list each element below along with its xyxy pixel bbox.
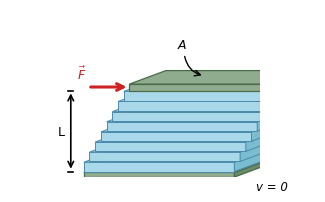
Polygon shape bbox=[274, 78, 311, 101]
Polygon shape bbox=[269, 88, 305, 111]
Polygon shape bbox=[246, 129, 282, 152]
Polygon shape bbox=[263, 99, 299, 121]
Polygon shape bbox=[129, 71, 317, 85]
Polygon shape bbox=[118, 102, 269, 111]
Polygon shape bbox=[101, 119, 288, 132]
Text: $\vec{F}$: $\vec{F}$ bbox=[77, 65, 86, 82]
Polygon shape bbox=[234, 159, 271, 177]
Polygon shape bbox=[234, 149, 271, 172]
Polygon shape bbox=[124, 78, 311, 92]
Polygon shape bbox=[124, 92, 274, 101]
Polygon shape bbox=[95, 142, 246, 152]
Polygon shape bbox=[257, 109, 293, 132]
Polygon shape bbox=[84, 162, 234, 172]
Polygon shape bbox=[95, 129, 282, 142]
Polygon shape bbox=[240, 139, 277, 162]
Text: L: L bbox=[58, 125, 65, 138]
Polygon shape bbox=[84, 149, 271, 162]
Polygon shape bbox=[252, 119, 288, 142]
Polygon shape bbox=[129, 85, 280, 91]
Polygon shape bbox=[84, 173, 234, 177]
Polygon shape bbox=[112, 99, 299, 112]
Polygon shape bbox=[89, 139, 277, 152]
Polygon shape bbox=[107, 109, 293, 122]
Polygon shape bbox=[112, 112, 263, 121]
Polygon shape bbox=[89, 152, 240, 162]
Text: A: A bbox=[177, 39, 186, 52]
Polygon shape bbox=[118, 88, 305, 102]
Polygon shape bbox=[101, 132, 252, 142]
Polygon shape bbox=[280, 71, 317, 91]
Polygon shape bbox=[107, 122, 257, 132]
Polygon shape bbox=[84, 159, 271, 173]
Text: v = 0: v = 0 bbox=[256, 180, 288, 193]
